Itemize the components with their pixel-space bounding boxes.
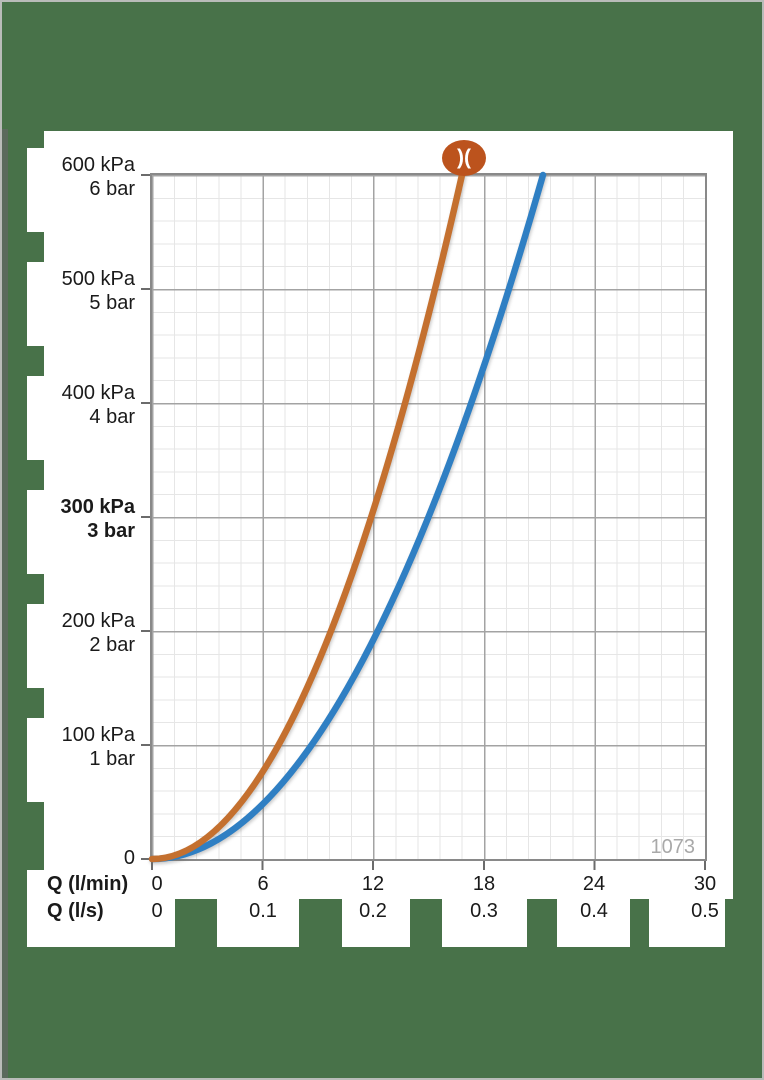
y-axis-label-400: 400 kPa 4 bar xyxy=(22,381,135,429)
brand-logo-symbol: )( xyxy=(457,146,471,169)
y-axis-label-300: 300 kPa 3 bar xyxy=(22,495,135,543)
y-axis-label-200: 200 kPa 2 bar xyxy=(22,609,135,657)
y-label-kpa: 300 kPa xyxy=(60,496,135,518)
x-tick-label: 0.4 xyxy=(580,900,608,922)
y-label-kpa: 600 kPa xyxy=(61,154,135,176)
brand-logo-icon: )( xyxy=(442,140,486,176)
y-axis-label-500: 500 kPa 5 bar xyxy=(22,267,135,315)
tick-notch-12 xyxy=(342,899,410,947)
label-notch-200 xyxy=(27,604,44,688)
chart-number: 1073 xyxy=(650,836,696,858)
y-axis-label-100: 100 kPa 1 bar xyxy=(22,723,135,771)
label-notch-300 xyxy=(27,490,44,574)
label-notch-400 xyxy=(27,376,44,460)
x-axis-title-ls: Q (l/s) xyxy=(47,900,104,922)
x-tick-label: 0.3 xyxy=(470,900,498,922)
tick-notch-18 xyxy=(442,899,527,947)
y-axis-label-zero: 0 xyxy=(123,847,135,869)
y-label-kpa: 200 kPa xyxy=(61,610,135,632)
left-edge-shadow xyxy=(2,129,8,1078)
curve-blue xyxy=(148,171,547,863)
tick-notch-6 xyxy=(217,899,299,947)
y-label-bar: 4 bar xyxy=(89,406,135,428)
x-tick-label: 30 xyxy=(693,873,717,895)
y-label-kpa: 400 kPa xyxy=(61,382,135,404)
x-axis-title-lmin: Q (l/min) xyxy=(47,873,129,895)
tick-notch-30 xyxy=(649,899,725,947)
x-tick-label: 0.1 xyxy=(249,900,277,922)
tick-notch-24 xyxy=(557,899,630,947)
label-notch-600 xyxy=(27,148,44,232)
y-axis-label-600: 600 kPa 6 bar xyxy=(22,153,135,201)
x-tick-label: 0 xyxy=(151,900,163,922)
x-tick-label: 18 xyxy=(472,873,496,895)
x-tick-label: 24 xyxy=(582,873,606,895)
flow-curves xyxy=(148,171,547,863)
y-label-kpa: 500 kPa xyxy=(61,268,135,290)
y-label-bar: 5 bar xyxy=(89,292,135,314)
y-label-bar: 2 bar xyxy=(89,634,135,656)
y-axis-ticks xyxy=(141,174,150,861)
x-axis-row-ls: Q (l/s) 0 0.1 0.2 0.3 0.4 0.5 xyxy=(2,899,762,923)
x-tick-label: 6 xyxy=(257,873,269,895)
label-notch-100 xyxy=(27,718,44,802)
x-axis-row-lmin: Q (l/min) 0 6 12 18 24 30 xyxy=(2,872,762,896)
x-tick-label: 0 xyxy=(151,873,163,895)
curve-orange xyxy=(148,171,466,863)
y-label-bar: 6 bar xyxy=(89,178,135,200)
y-label-bar: 3 bar xyxy=(87,520,135,542)
y-label-bar: 1 bar xyxy=(89,748,135,770)
x-tick-label: 12 xyxy=(361,873,385,895)
label-notch-bottom-left xyxy=(27,870,175,947)
label-notch-500 xyxy=(27,262,44,346)
x-axis-ticks xyxy=(151,861,707,870)
x-tick-label: 0.2 xyxy=(359,900,387,922)
x-tick-label: 0.5 xyxy=(691,900,719,922)
y-label-kpa: 100 kPa xyxy=(61,724,135,746)
